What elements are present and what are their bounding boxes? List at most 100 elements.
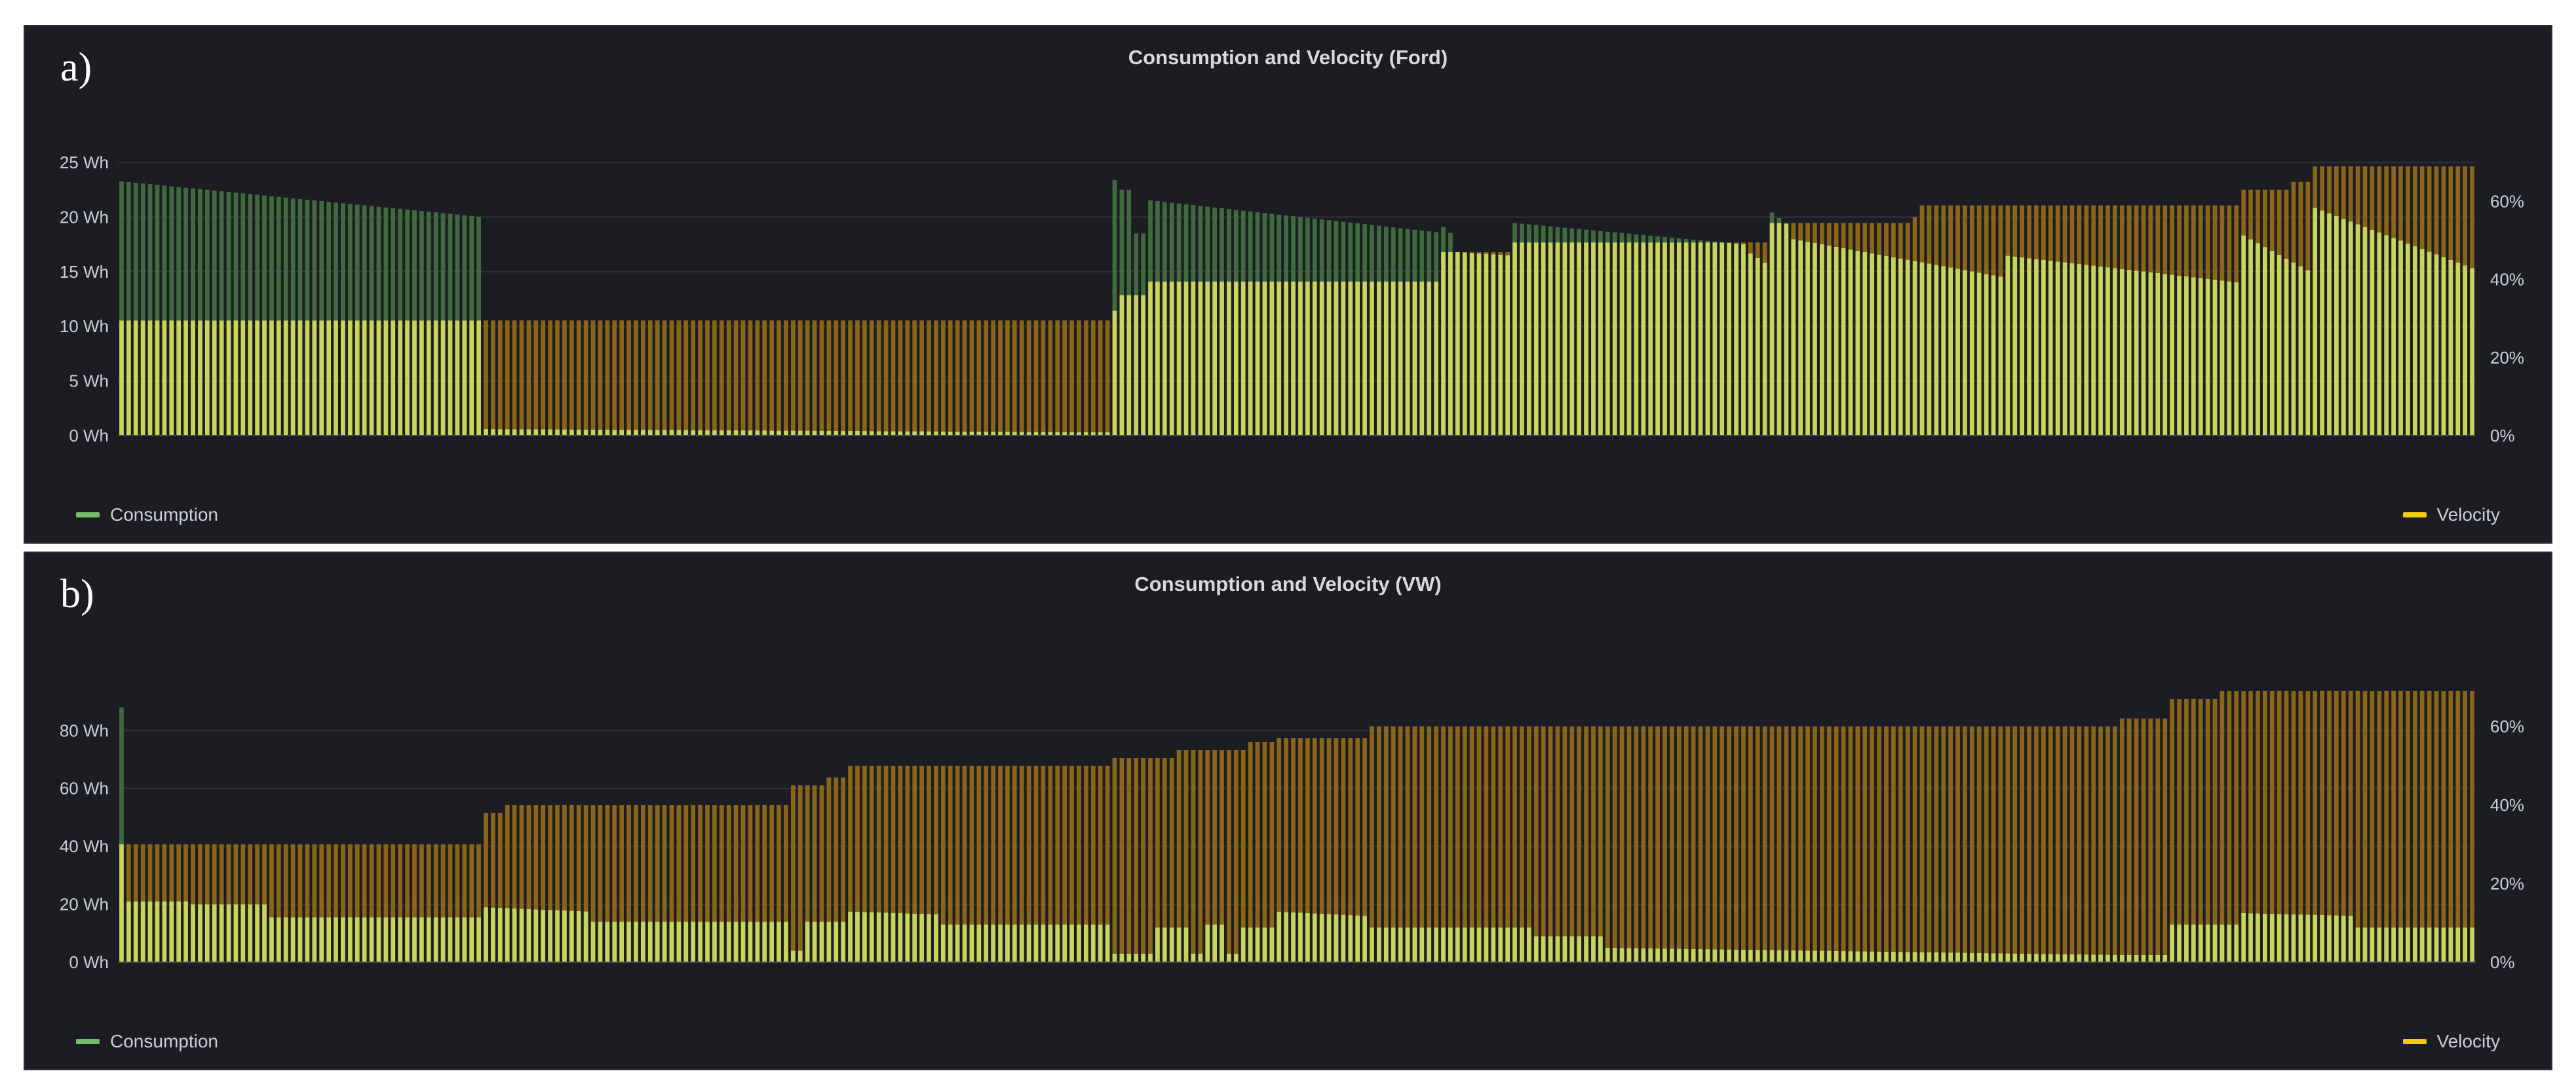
bar-overlap — [1298, 912, 1303, 962]
bar-velocity — [1727, 242, 1732, 243]
bar-velocity — [1998, 205, 2003, 277]
bar-overlap — [798, 430, 803, 436]
bar-overlap — [512, 429, 517, 436]
bar-overlap — [2198, 924, 2203, 962]
bar-velocity — [1019, 320, 1024, 432]
bar-overlap — [1870, 951, 1875, 962]
bar-velocity — [1105, 320, 1110, 432]
bar-overlap — [640, 922, 645, 962]
bar-velocity — [634, 805, 638, 922]
bar-overlap — [834, 922, 839, 962]
bar-overlap — [290, 320, 296, 436]
bar-overlap — [2069, 263, 2075, 436]
bar-overlap — [1619, 948, 1624, 962]
bar-velocity — [826, 778, 832, 922]
bar-pair — [1041, 766, 1046, 962]
bar-pair — [1663, 726, 1667, 962]
bar-overlap — [1955, 952, 1960, 962]
y-tick-label-left: 0 Wh — [69, 952, 109, 972]
bar-velocity — [862, 766, 867, 912]
bar-velocity — [2163, 205, 2168, 274]
bar-velocity — [883, 766, 889, 913]
bar-pair — [2362, 166, 2368, 436]
bar-pair — [1319, 219, 1324, 436]
bar-velocity — [2220, 691, 2225, 925]
bar-velocity — [1734, 726, 1739, 950]
bar-velocity — [619, 320, 625, 430]
bar-pair — [233, 193, 239, 436]
bar-overlap — [462, 320, 467, 436]
bar-velocity — [1541, 726, 1546, 937]
bar-overlap — [948, 431, 953, 436]
bar-pair — [962, 766, 967, 962]
bar-pair — [1698, 726, 1703, 962]
y-tick-label-right: 60% — [2490, 717, 2524, 736]
bar-pair — [1405, 726, 1410, 962]
bar-pair — [2341, 691, 2346, 962]
bar-pair — [1162, 758, 1167, 962]
bar-velocity — [1748, 726, 1753, 950]
bar-pair — [626, 320, 631, 436]
legend-consumption-vw[interactable]: Consumption — [76, 1031, 218, 1052]
bar-consumption — [1427, 231, 1432, 282]
bar-velocity — [769, 320, 775, 431]
bar-pair — [2419, 691, 2425, 962]
bar-overlap — [1919, 952, 1925, 962]
bar-consumption — [1612, 232, 1617, 243]
bar-overlap — [2463, 265, 2468, 436]
bar-velocity — [790, 320, 796, 431]
bar-overlap — [1520, 927, 1524, 962]
bar-velocity — [2062, 205, 2067, 263]
legend-consumption-ford[interactable]: Consumption — [76, 504, 218, 525]
legend-velocity-vw[interactable]: Velocity — [2402, 1031, 2500, 1052]
bar-pair — [683, 805, 689, 962]
bar-velocity — [998, 320, 1003, 432]
bar-overlap — [1584, 936, 1588, 962]
bar-velocity — [1033, 320, 1039, 432]
bar-velocity — [1484, 252, 1489, 254]
bar-overlap — [2362, 227, 2368, 436]
bar-velocity — [398, 844, 403, 918]
bar-overlap — [1919, 262, 1925, 436]
bar-velocity — [2427, 166, 2432, 252]
y-tick-label-left: 20 Wh — [60, 207, 109, 227]
bar-pair — [698, 320, 702, 436]
bar-overlap — [1262, 927, 1267, 962]
bar-pair — [383, 844, 389, 962]
bar-velocity — [927, 320, 931, 432]
bar-velocity — [2148, 719, 2153, 955]
bar-velocity — [1834, 726, 1839, 951]
bar-pair — [1963, 205, 1967, 436]
bar-overlap — [1655, 242, 1660, 436]
bar-velocity — [1969, 205, 1974, 272]
bar-overlap — [1819, 244, 1824, 436]
bar-velocity — [526, 805, 531, 909]
bar-overlap — [819, 430, 824, 436]
bar-overlap — [248, 904, 253, 962]
bar-pair — [1712, 726, 1718, 962]
bar-pair — [1919, 726, 1925, 962]
bar-overlap — [891, 912, 896, 962]
bar-overlap — [2463, 927, 2468, 962]
bar-pair — [2163, 719, 2168, 962]
bar-velocity — [1813, 726, 1817, 951]
bar-pair — [812, 785, 817, 962]
bar-velocity — [2362, 691, 2368, 928]
bar-velocity — [326, 844, 332, 918]
bar-pair — [1262, 742, 1267, 962]
bar-overlap — [1212, 281, 1217, 436]
bar-velocity — [376, 844, 381, 918]
bar-velocity — [640, 805, 645, 922]
bar-pair — [1326, 738, 1332, 962]
bar-overlap — [276, 320, 281, 436]
bar-velocity — [998, 766, 1003, 925]
bar-pair — [183, 187, 188, 436]
bar-overlap — [1984, 274, 1989, 436]
bar-pair — [626, 805, 631, 962]
bar-pair — [1434, 726, 1438, 962]
legend-velocity-ford[interactable]: Velocity — [2402, 504, 2500, 525]
bar-overlap — [2077, 264, 2082, 436]
bar-velocity — [2198, 205, 2203, 278]
bar-overlap — [2148, 954, 2153, 962]
bar-overlap — [2041, 954, 2046, 962]
